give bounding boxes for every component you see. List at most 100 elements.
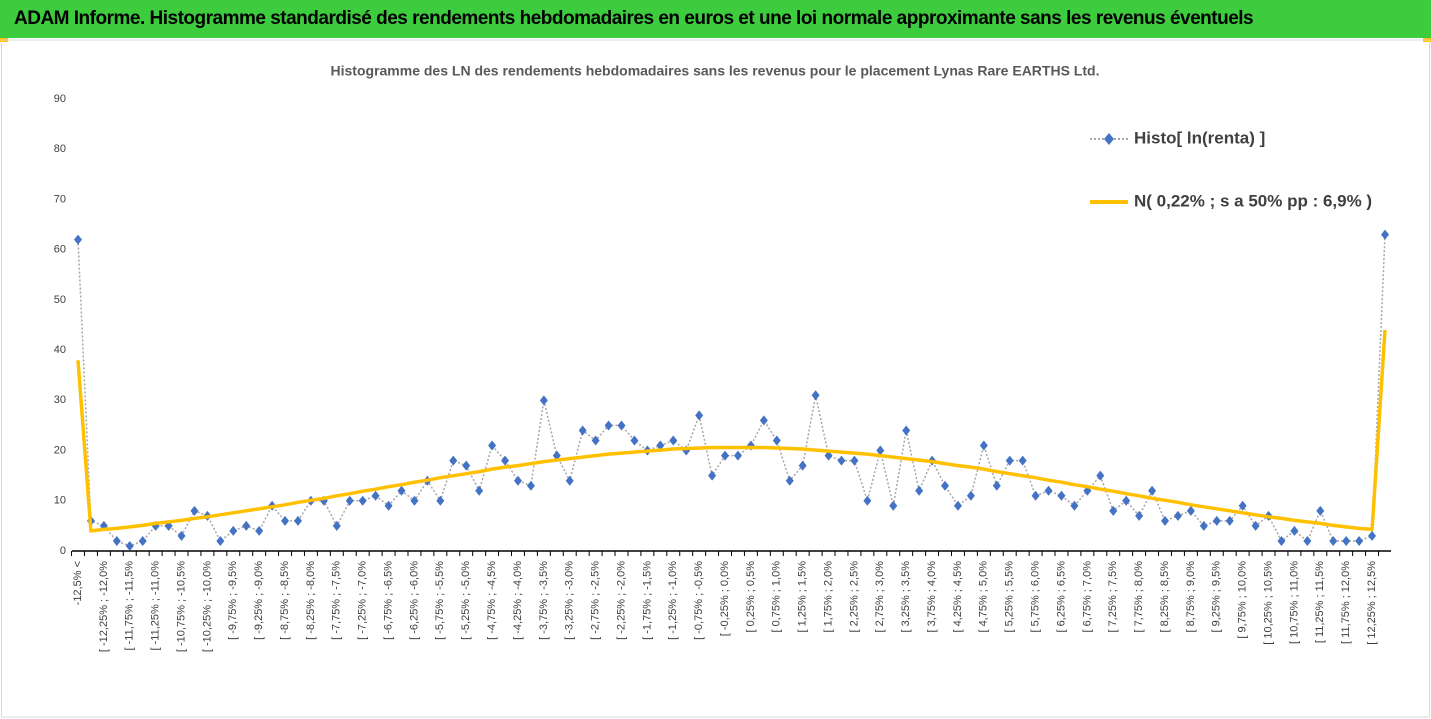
data-point bbox=[190, 505, 199, 516]
x-tick-label: [ 0,25% ; 0,5% bbox=[745, 561, 757, 633]
x-tick-label: [ 11,75% ; 12,0% bbox=[1340, 561, 1352, 644]
data-point bbox=[526, 480, 535, 491]
data-point bbox=[371, 490, 380, 501]
legend-marker bbox=[1104, 133, 1114, 145]
data-point bbox=[1251, 520, 1260, 531]
x-tick-label: [ -2,25% ; -2,0% bbox=[615, 561, 627, 640]
data-point bbox=[953, 500, 962, 511]
x-tick-label: [ -10,75% ; -10,5% bbox=[175, 561, 187, 652]
data-point bbox=[733, 450, 742, 461]
data-point bbox=[656, 440, 665, 451]
x-tick-label: [ -1,75% ; -1,5% bbox=[641, 561, 653, 640]
data-point bbox=[462, 460, 471, 471]
x-tick-label: [ -10,25% ; -10,0% bbox=[201, 561, 213, 652]
x-tick-label: [ -9,75% ; -9,5% bbox=[227, 561, 239, 640]
data-point bbox=[255, 525, 264, 536]
x-tick-label: [ -8,25% ; -8,0% bbox=[305, 561, 317, 640]
data-point bbox=[617, 420, 626, 431]
x-tick-label: [ 5,25% ; 5,5% bbox=[1004, 561, 1016, 633]
chart: Histogramme des LN des rendements hebdom… bbox=[0, 38, 1431, 718]
x-tick-label: [ -6,25% ; -6,0% bbox=[408, 561, 420, 640]
data-point bbox=[1238, 500, 1247, 511]
data-point bbox=[1031, 490, 1040, 501]
x-tick-label: [ 3,25% ; 3,5% bbox=[900, 561, 912, 633]
data-point bbox=[992, 480, 1001, 491]
y-tick-label: 0 bbox=[60, 545, 66, 557]
data-point bbox=[397, 485, 406, 496]
data-point bbox=[1186, 505, 1195, 516]
data-point bbox=[811, 390, 820, 401]
x-tick-label: [ 6,75% ; 7,0% bbox=[1081, 561, 1093, 633]
x-tick-label: [ 10,75% ; 11,0% bbox=[1288, 561, 1300, 644]
data-point bbox=[1277, 535, 1286, 546]
data-point bbox=[1044, 485, 1053, 496]
data-point bbox=[1355, 535, 1364, 546]
data-point bbox=[449, 455, 458, 466]
data-point bbox=[695, 410, 704, 421]
data-point bbox=[837, 455, 846, 466]
banner-title: ADAM Informe. Histogramme standardisé de… bbox=[0, 0, 1431, 38]
x-tick-label: [ -7,75% ; -7,5% bbox=[331, 561, 343, 640]
x-tick-label: [ 11,25% ; 11,5% bbox=[1314, 561, 1326, 643]
data-point bbox=[1212, 515, 1221, 526]
x-tick-label: [ 4,75% ; 5,0% bbox=[978, 561, 990, 633]
y-tick-label: 80 bbox=[54, 143, 66, 155]
x-tick-label: [ -9,25% ; -9,0% bbox=[253, 561, 265, 640]
y-tick-label: 20 bbox=[54, 444, 66, 456]
data-point bbox=[669, 435, 678, 446]
data-point bbox=[1070, 500, 1079, 511]
data-point bbox=[591, 435, 600, 446]
data-point bbox=[1161, 515, 1170, 526]
y-tick-label: 30 bbox=[54, 394, 66, 406]
data-point bbox=[1096, 470, 1105, 481]
x-tick-label: [ -12,25% ; -12,0% bbox=[98, 561, 110, 652]
data-point bbox=[1225, 515, 1234, 526]
data-point bbox=[384, 500, 393, 511]
data-point bbox=[1316, 505, 1325, 516]
x-tick-label: [ -2,75% ; -2,5% bbox=[590, 561, 602, 640]
series-line bbox=[76, 329, 1387, 533]
data-point bbox=[501, 455, 510, 466]
chart-title: Histogramme des LN des rendements hebdom… bbox=[331, 63, 1100, 79]
chart-border bbox=[1, 39, 1430, 718]
data-point bbox=[436, 495, 445, 506]
y-tick-label: 70 bbox=[54, 193, 66, 205]
x-tick-label: [ 7,25% ; 7,5% bbox=[1107, 561, 1119, 633]
x-tick-label: [ 4,25% ; 4,5% bbox=[952, 561, 964, 633]
series-line bbox=[77, 234, 1386, 547]
x-tick-label: [ 2,75% ; 3,0% bbox=[874, 561, 886, 633]
data-point bbox=[1173, 510, 1182, 521]
x-tick-label: [ 5,75% ; 6,0% bbox=[1030, 561, 1042, 633]
data-point bbox=[1135, 510, 1144, 521]
y-tick-label: 50 bbox=[54, 294, 66, 306]
data-point bbox=[229, 525, 238, 536]
data-point bbox=[513, 475, 522, 486]
data-point bbox=[1018, 455, 1027, 466]
x-tick-label: [ -3,25% ; -3,0% bbox=[564, 561, 576, 640]
data-point bbox=[112, 535, 121, 546]
x-tick-label: [ -6,75% ; -6,5% bbox=[382, 561, 394, 640]
data-point bbox=[1199, 520, 1208, 531]
y-tick-label: 10 bbox=[54, 495, 66, 507]
data-point bbox=[941, 480, 950, 491]
x-tick-label: [ 12,25% ; 12,5% bbox=[1366, 561, 1378, 645]
data-point bbox=[177, 530, 186, 541]
x-tick-label: [ -1,25% ; -1,0% bbox=[667, 561, 679, 640]
data-point bbox=[850, 455, 859, 466]
data-point bbox=[824, 450, 833, 461]
data-point bbox=[1005, 455, 1014, 466]
data-point bbox=[1342, 535, 1351, 546]
data-point bbox=[358, 495, 367, 506]
data-point bbox=[242, 520, 251, 531]
data-point bbox=[1109, 505, 1118, 516]
x-tick-label: [ 9,75% ; 10,0% bbox=[1237, 561, 1249, 639]
data-point bbox=[410, 495, 419, 506]
data-point bbox=[345, 495, 354, 506]
data-point bbox=[1329, 535, 1338, 546]
data-point bbox=[902, 425, 911, 436]
data-point bbox=[979, 440, 988, 451]
data-point bbox=[889, 500, 898, 511]
data-point bbox=[1290, 525, 1299, 536]
data-point bbox=[99, 520, 108, 531]
x-tick-label: [ -5,75% ; -5,5% bbox=[434, 561, 446, 640]
